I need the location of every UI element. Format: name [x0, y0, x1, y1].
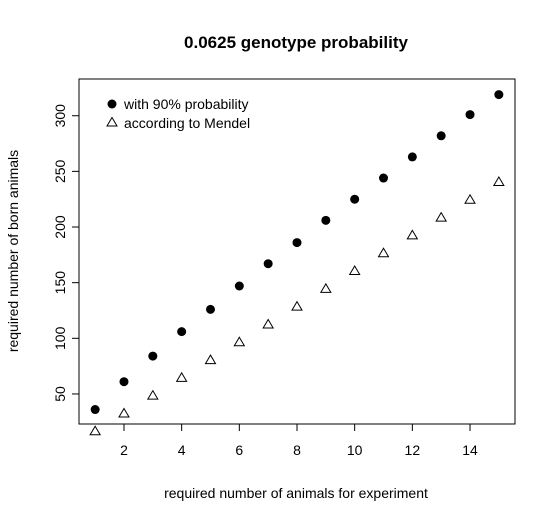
y-tick-label: 250 — [52, 159, 68, 183]
point-probability — [379, 173, 389, 183]
point-mendel — [348, 265, 361, 276]
x-tick-label: 12 — [405, 442, 421, 458]
point-probability — [148, 351, 158, 361]
x-tick-label: 14 — [462, 442, 478, 458]
point-probability — [292, 238, 302, 248]
x-axis: 2 4 6 8 10 12 14 — [120, 423, 478, 458]
x-tick-label: 6 — [235, 442, 243, 458]
chart-title: 0.0625 genotype probability — [184, 33, 408, 52]
legend-marker-circle — [107, 99, 117, 109]
point-probability — [407, 152, 417, 162]
point-probability — [263, 259, 273, 269]
point-probability — [321, 215, 331, 225]
point-probability — [90, 405, 100, 415]
point-mendel — [464, 193, 476, 204]
data-points — [89, 90, 505, 436]
legend: with 90% probability according to Mendel — [106, 96, 250, 131]
point-probability — [234, 281, 244, 291]
point-mendel — [492, 176, 505, 186]
legend-label-2: according to Mendel — [124, 115, 250, 131]
point-mendel — [319, 282, 332, 293]
point-mendel — [146, 389, 159, 400]
point-mendel — [204, 354, 217, 365]
point-probability — [494, 90, 504, 100]
y-tick-label: 300 — [52, 104, 68, 128]
x-tick-label: 8 — [293, 442, 301, 458]
point-mendel — [377, 247, 390, 258]
y-tick-label: 200 — [52, 215, 68, 239]
y-tick-label: 150 — [52, 271, 68, 295]
x-tick-label: 2 — [120, 442, 128, 458]
point-probability — [205, 304, 215, 314]
legend-label-1: with 90% probability — [123, 96, 249, 112]
point-mendel — [406, 229, 419, 240]
point-probability — [436, 131, 446, 141]
point-mendel — [233, 336, 246, 347]
x-axis-label: required number of animals for experimen… — [164, 485, 428, 501]
y-axis-label: required number of born animals — [5, 150, 21, 352]
point-probability — [465, 110, 475, 120]
y-axis: 50 100 150 200 250 300 — [52, 104, 80, 402]
x-tick-label: 4 — [178, 442, 186, 458]
x-tick-label: 10 — [347, 442, 363, 458]
point-probability — [177, 327, 187, 337]
point-mendel — [435, 211, 448, 222]
point-probability — [119, 377, 129, 387]
point-mendel — [175, 371, 188, 382]
y-tick-label: 50 — [52, 386, 68, 402]
y-tick-label: 100 — [52, 326, 68, 350]
point-mendel — [291, 300, 303, 311]
point-probability — [350, 194, 360, 204]
point-mendel — [89, 425, 102, 436]
point-mendel — [118, 407, 130, 418]
legend-marker-triangle — [106, 116, 118, 127]
point-mendel — [262, 318, 275, 329]
